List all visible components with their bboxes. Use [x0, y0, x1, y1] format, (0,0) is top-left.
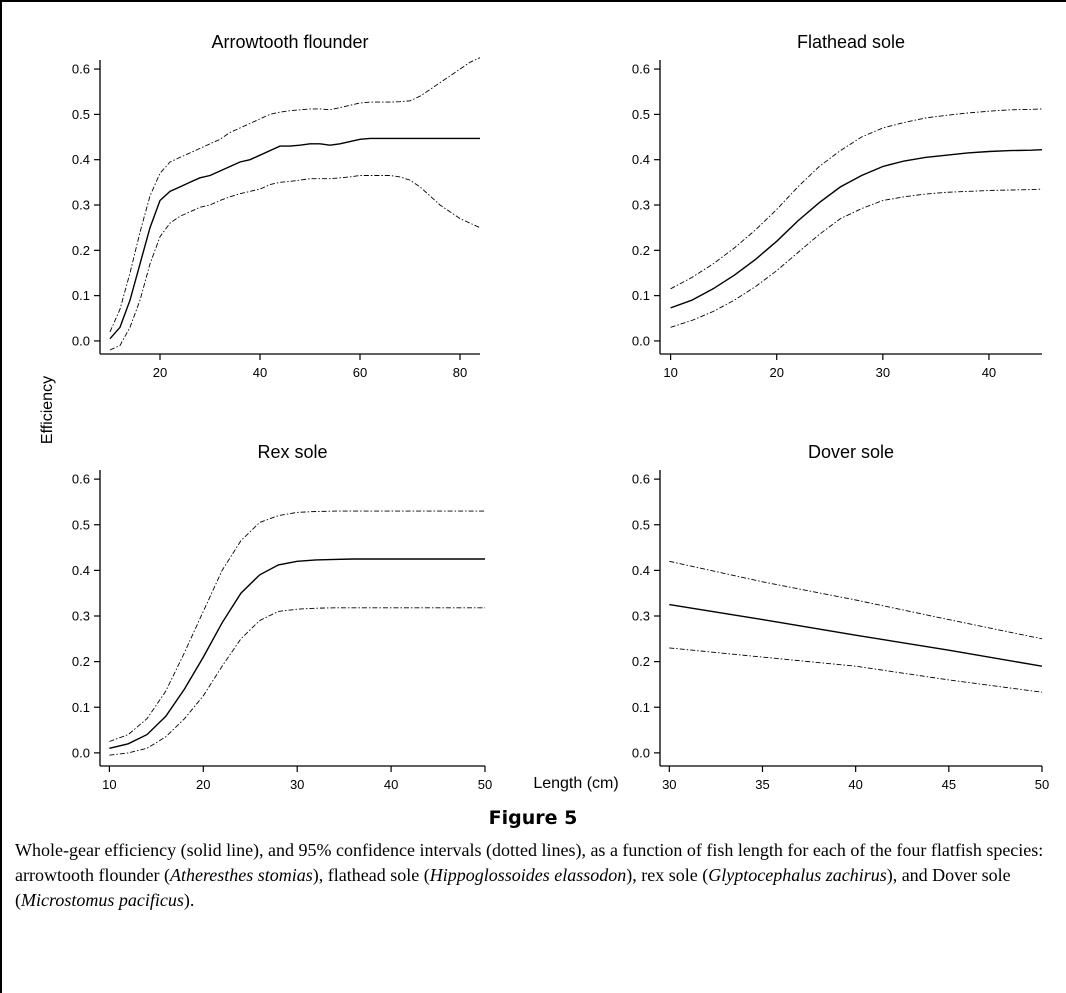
ci-lower-line-flathead-sole [670, 188, 1042, 328]
x-tick-label-flathead-sole: 30 [876, 365, 890, 380]
efficiency-line-flathead-sole [670, 149, 1042, 309]
y-tick-label-arrowtooth-flounder: 0.4 [72, 152, 90, 167]
y-tick-label-arrowtooth-flounder: 0.0 [72, 333, 90, 348]
y-tick-label-rex-sole: 0.6 [72, 472, 90, 487]
x-tick-label-dover-sole: 40 [848, 777, 862, 792]
x-tick-label-arrowtooth-flounder: 20 [153, 365, 167, 380]
x-tick-label-rex-sole: 50 [478, 777, 492, 792]
ci-lower-line-dover-sole [669, 647, 1042, 693]
frame-top-border [0, 0, 1066, 2]
caption-species-2: Hippoglossoides elassodon [429, 865, 627, 885]
y-tick-label-arrowtooth-flounder: 0.1 [72, 288, 90, 303]
caption-species-1: Atheresthes stomias [169, 865, 313, 885]
efficiency-line-arrowtooth-flounder [109, 137, 480, 340]
ci-lower-line-rex-sole [109, 607, 485, 756]
y-axis-title: Efficiency [39, 376, 56, 444]
frame-left-border [0, 0, 2, 993]
x-tick-label-arrowtooth-flounder: 80 [453, 365, 467, 380]
y-tick-label-dover-sole: 0.5 [632, 517, 650, 532]
ci-lower-line-arrowtooth-flounder [109, 175, 480, 351]
ci-upper-line-flathead-sole [670, 108, 1042, 290]
x-axis-title: Length (cm) [533, 775, 618, 792]
panel-arrowtooth-flounder: Arrowtooth flounder 0.0 0.1 0.2 0.3 0.4 0.5 0.6… [72, 32, 480, 380]
y-tick-label-dover-sole: 0.4 [632, 563, 650, 578]
x-tick-label-rex-sole: 30 [290, 777, 304, 792]
caption-text-3: ), rex sole ( [626, 865, 709, 885]
y-tick-label-rex-sole: 0.1 [72, 700, 90, 715]
x-tick-label-rex-sole: 40 [384, 777, 398, 792]
y-tick-label-rex-sole: 0.5 [72, 517, 90, 532]
ci-upper-line-arrowtooth-flounder [109, 57, 480, 333]
y-tick-label-flathead-sole: 0.5 [632, 107, 650, 122]
y-tick-label-flathead-sole: 0.6 [632, 62, 650, 77]
efficiency-line-rex-sole [109, 558, 485, 749]
x-tick-label-arrowtooth-flounder: 60 [353, 365, 367, 380]
y-tick-label-dover-sole: 0.2 [632, 654, 650, 669]
panel-title-arrowtooth-flounder: Arrowtooth flounder [211, 32, 368, 52]
caption-text-2: ), flathead sole ( [312, 865, 430, 885]
x-tick-label-flathead-sole: 10 [663, 365, 677, 380]
efficiency-line-dover-sole [669, 603, 1042, 667]
y-tick-label-rex-sole: 0.4 [72, 563, 90, 578]
y-tick-label-flathead-sole: 0.1 [632, 288, 650, 303]
y-tick-label-dover-sole: 0.0 [632, 745, 650, 760]
x-tick-label-dover-sole: 45 [942, 777, 956, 792]
y-tick-label-arrowtooth-flounder: 0.3 [72, 198, 90, 213]
panel-title-rex-sole: Rex sole [257, 442, 327, 462]
x-tick-label-rex-sole: 20 [196, 777, 210, 792]
x-tick-label-rex-sole: 10 [102, 777, 116, 792]
y-tick-label-dover-sole: 0.3 [632, 609, 650, 624]
y-tick-label-flathead-sole: 0.4 [632, 152, 650, 167]
y-tick-label-flathead-sole: 0.3 [632, 198, 650, 213]
y-tick-label-flathead-sole: 0.0 [632, 333, 650, 348]
y-tick-label-dover-sole: 0.1 [632, 700, 650, 715]
x-tick-label-dover-sole: 30 [662, 777, 676, 792]
x-tick-label-dover-sole: 50 [1035, 777, 1049, 792]
chart-grid: Efficiency Length (cm) Arrowtooth flound… [39, 32, 1049, 792]
panel-title-dover-sole: Dover sole [808, 442, 894, 462]
caption-text-5: ). [183, 890, 195, 910]
panel-flathead-sole: Flathead sole 0.0 0.1 0.2 0.3 0.4 0.5 0.6 10 20 30… [632, 32, 1042, 380]
y-tick-label-flathead-sole: 0.2 [632, 243, 650, 258]
caption-species-3: Glyptocephalus zachirus [708, 865, 887, 885]
y-tick-label-arrowtooth-flounder: 0.5 [72, 107, 90, 122]
ci-upper-line-dover-sole [669, 560, 1042, 640]
x-tick-label-arrowtooth-flounder: 40 [253, 365, 267, 380]
figure-caption: Whole-gear efficiency (solid line), and … [15, 838, 1055, 913]
panel-dover-sole: Dover sole 0.0 0.1 0.2 0.3 0.4 0.5 0.6 30 35 40 45 5… [632, 442, 1049, 792]
y-tick-label-arrowtooth-flounder: 0.6 [72, 62, 90, 77]
x-tick-label-flathead-sole: 40 [982, 365, 996, 380]
y-tick-label-dover-sole: 0.6 [632, 472, 650, 487]
caption-species-4: Microstomus pacificus [21, 890, 184, 910]
x-tick-label-dover-sole: 35 [755, 777, 769, 792]
y-tick-label-rex-sole: 0.3 [72, 609, 90, 624]
x-tick-label-flathead-sole: 20 [769, 365, 783, 380]
y-tick-label-rex-sole: 0.2 [72, 654, 90, 669]
y-tick-label-arrowtooth-flounder: 0.2 [72, 243, 90, 258]
figure-label: Figure 5 [488, 807, 578, 829]
panel-rex-sole: Rex sole 0.0 0.1 0.2 0.3 0.4 0.5 0.6 10 20 30 40 50 [72, 442, 492, 792]
ci-upper-line-rex-sole [109, 510, 485, 742]
caption-text-1: Whole-gear efficiency (solid line), and … [15, 840, 1044, 885]
caption-text-4: ), and Dover sole ( [15, 865, 1011, 910]
y-tick-label-rex-sole: 0.0 [72, 745, 90, 760]
panel-title-flathead-sole: Flathead sole [797, 32, 905, 52]
